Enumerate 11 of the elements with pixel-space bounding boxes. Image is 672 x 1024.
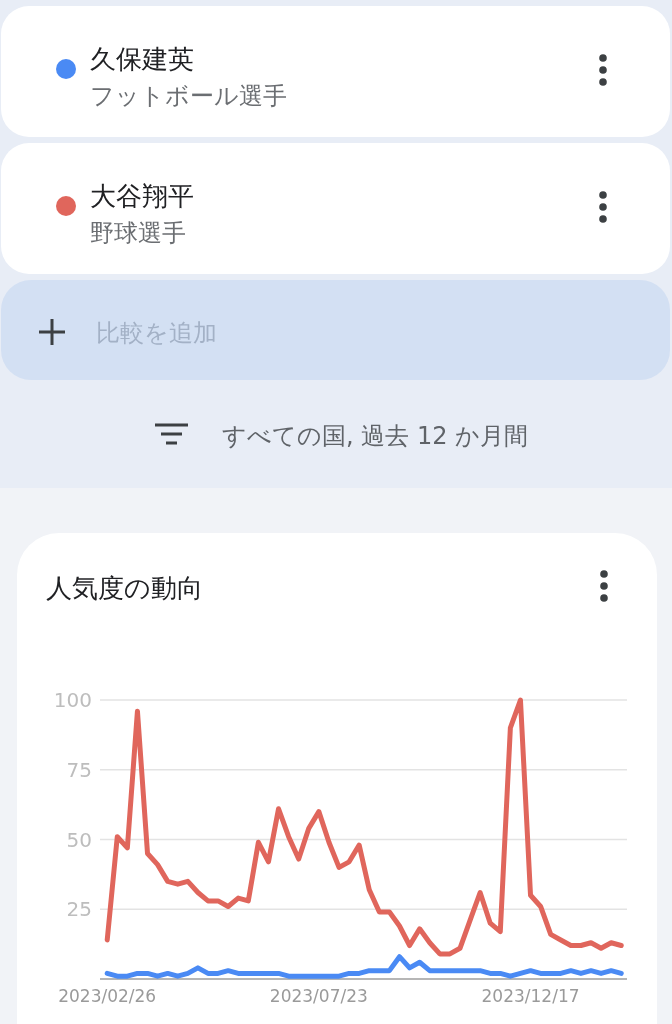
annotation: 野球選手 [90,219,186,247]
title: 人気度の動向 [46,573,203,603]
y-tick-label: 100 [53,688,92,712]
annotation: フットボール選手 [90,82,287,110]
y-tick-label: 75 [66,757,92,782]
y-tick-label: 50 [66,827,92,852]
x-tick-label: 2023/07/23 [269,986,368,1006]
x-tick-label: 2023/02/26 [58,986,157,1006]
subtitle: すべての国, 過去 12 か月間 [222,422,529,450]
y-tick-label: 25 [66,897,92,922]
x-tick-label: 2023/12/17 [481,986,580,1006]
